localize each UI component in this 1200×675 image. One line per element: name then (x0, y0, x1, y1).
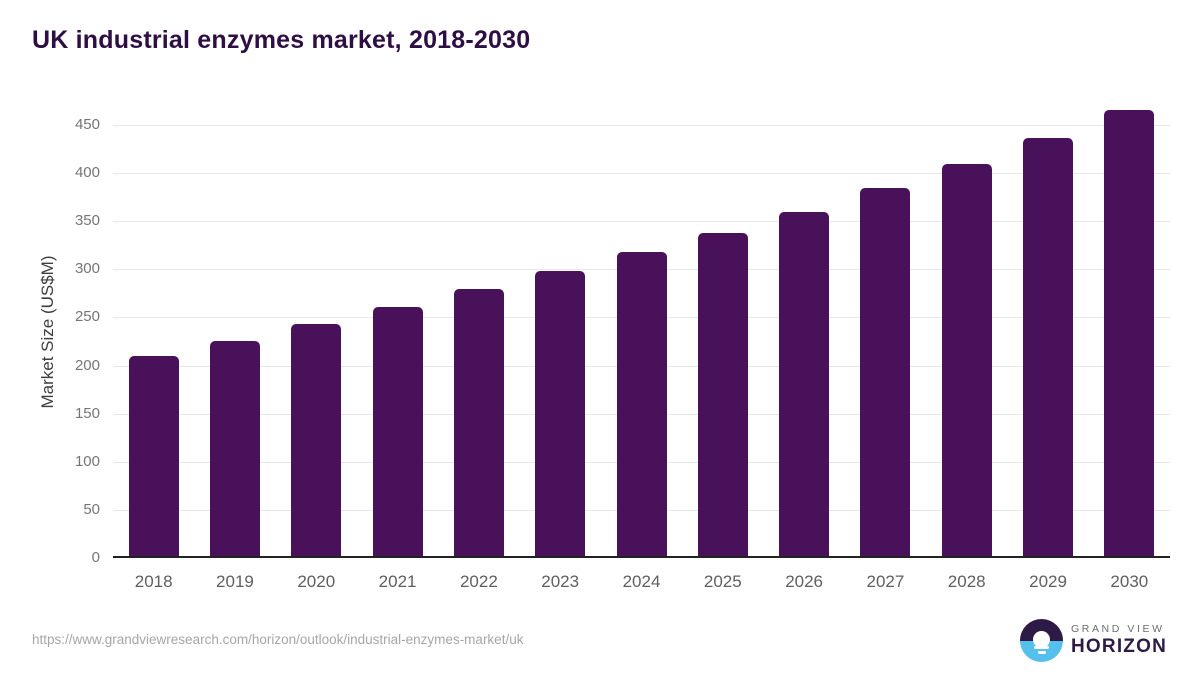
logo-brand-bottom: HORIZON (1071, 636, 1168, 657)
logo-ripple-shape (1034, 645, 1049, 649)
x-tick-2018: 2018 (134, 572, 173, 591)
gridline-400 (113, 173, 1170, 175)
plot-area: 2018 2019 2020 2021 2022 2023 2024 2025 2026 2027… (113, 105, 1170, 591)
bar-2028 (941, 164, 992, 556)
x-tick-2025: 2025 (703, 572, 742, 591)
y-tick-50: 50 (83, 500, 100, 518)
y-tick-150: 150 (74, 404, 100, 422)
logo-ripple-shape (1037, 651, 1046, 654)
bar-2029 (1023, 138, 1074, 556)
gridline-350 (113, 221, 1170, 223)
bar-2026 (779, 211, 830, 556)
y-tick-350: 350 (74, 212, 100, 230)
x-tick-2020: 2020 (297, 572, 336, 591)
bar-2023 (535, 271, 586, 556)
y-axis-tick-labels: 0 50 100 150 200 250 300 350 400 450 (0, 105, 100, 566)
x-tick-2022: 2022 (459, 572, 498, 591)
gridline-450 (113, 125, 1170, 126)
y-tick-400: 400 (74, 164, 100, 182)
bar-2025 (697, 232, 748, 556)
x-tick-2028: 2028 (947, 572, 986, 591)
horizon-sun-icon (1020, 619, 1063, 662)
x-tick-2026: 2026 (785, 572, 824, 591)
bar-2030 (1104, 109, 1155, 556)
brand-logo: GRAND VIEW HORIZON (1020, 619, 1167, 662)
x-tick-2021: 2021 (378, 572, 417, 591)
source-url: https://www.grandviewresearch.com/horizo… (32, 632, 524, 647)
bar-2024 (616, 251, 667, 556)
bar-2021 (372, 306, 423, 556)
page-title: UK industrial enzymes market, 2018-2030 (32, 26, 531, 54)
y-tick-200: 200 (74, 356, 100, 374)
y-tick-0: 0 (91, 549, 100, 566)
bar-2018 (128, 355, 179, 556)
logo-sun-shape (1033, 631, 1050, 648)
x-tick-2027: 2027 (866, 572, 905, 591)
bar-2020 (291, 324, 342, 556)
bar-2027 (860, 188, 911, 556)
x-tick-2030: 2030 (1110, 572, 1149, 591)
logo-text: GRAND VIEW HORIZON (1071, 623, 1167, 658)
logo-top-half (1020, 619, 1063, 641)
x-tick-2023: 2023 (541, 572, 580, 591)
x-tick-2029: 2029 (1029, 572, 1067, 591)
y-tick-300: 300 (74, 260, 100, 278)
x-tick-2019: 2019 (216, 572, 254, 591)
y-tick-250: 250 (74, 308, 100, 326)
y-tick-450: 450 (74, 116, 100, 133)
x-tick-2024: 2024 (622, 572, 661, 591)
bar-2019 (209, 341, 260, 556)
bar-2022 (453, 289, 504, 556)
y-tick-100: 100 (74, 452, 100, 470)
logo-brand-top: GRAND VIEW (1071, 623, 1165, 635)
